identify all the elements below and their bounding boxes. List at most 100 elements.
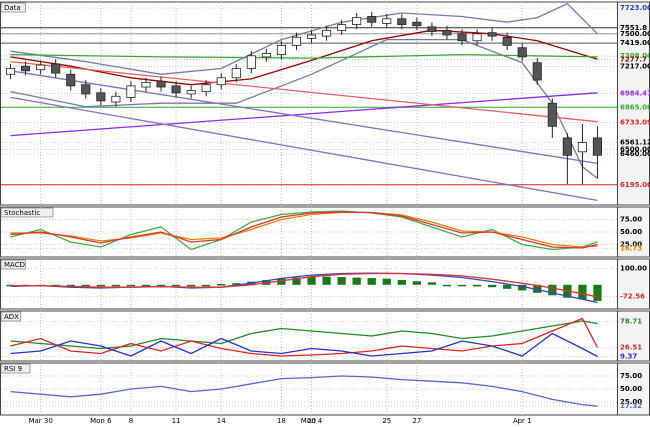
panel-frame: [0, 362, 618, 416]
candle-body: [186, 90, 196, 95]
x-tick-label: 11: [172, 417, 181, 425]
series-line: [10, 96, 598, 202]
panel-title: MACD: [4, 261, 25, 269]
candle-body: [111, 95, 121, 103]
y-tick-label: 50.00: [620, 228, 642, 236]
histogram-bar: [578, 284, 587, 300]
panel-title-box: [0, 259, 26, 270]
x-tick-label: Mon 6: [90, 417, 112, 425]
candle-body: [261, 53, 271, 58]
y-tick-label: 9.37: [620, 352, 637, 360]
series-line: [10, 375, 598, 407]
series-line: [10, 92, 598, 137]
series-line: [10, 211, 598, 248]
candle-body: [36, 64, 46, 71]
y-tick-label: 17.32: [620, 402, 642, 410]
series-line: [10, 320, 598, 350]
y-tick-label: 7217.00: [620, 63, 650, 71]
histogram-bar: [202, 284, 211, 287]
histogram-bar: [186, 284, 196, 287]
histogram-bar: [412, 281, 422, 285]
y-tick-label: 7308.00: [620, 52, 650, 60]
y-tick-label: 7500.00: [620, 30, 650, 38]
histogram-bar: [548, 284, 557, 296]
y-tick-label: 6733.09: [620, 119, 650, 127]
histogram-bar: [487, 284, 497, 288]
histogram-bar: [292, 277, 301, 285]
histogram-bar: [382, 278, 391, 285]
panel-frame: [0, 1, 618, 206]
histogram-bar: [217, 284, 226, 286]
y-tick-label: 7419.00: [620, 39, 650, 47]
x-tick-label: 20: [307, 417, 316, 425]
series-line: [10, 332, 598, 358]
candle-body: [487, 32, 497, 37]
histogram-bar: [141, 284, 151, 287]
candle-body: [51, 63, 61, 74]
x-tick-label: 18: [277, 417, 286, 425]
candle-body: [276, 44, 286, 56]
candle-body: [442, 29, 452, 36]
candle-body: [577, 142, 587, 153]
y-tick-label: 6460.00: [620, 150, 650, 158]
axis-strip: [617, 206, 650, 258]
panel-title: Data: [4, 4, 21, 12]
candle-body: [156, 80, 166, 88]
histogram-bar: [533, 284, 542, 293]
y-tick-label: 26.51: [620, 344, 642, 352]
histogram-bar: [156, 284, 166, 287]
panel-title-box: [0, 311, 22, 322]
histogram-bar: [232, 283, 241, 285]
panel-title-box: [0, 2, 26, 13]
candle-body: [126, 85, 136, 98]
candle-body: [397, 18, 407, 25]
series-line: [10, 317, 599, 357]
candle-body: [382, 18, 392, 24]
axis-strip: [617, 1, 650, 206]
histogram-bar: [322, 276, 331, 285]
histogram-bar: [66, 284, 75, 287]
panel-title-box: [0, 207, 54, 218]
candle-body: [502, 36, 512, 46]
histogram-bar: [96, 284, 105, 287]
candle-body: [592, 137, 603, 156]
y-tick-label: 7551.8: [620, 24, 647, 32]
histogram-bar: [307, 276, 316, 285]
y-tick-label: 75.00: [620, 216, 642, 224]
panel-title: Stochastic: [4, 209, 40, 217]
candle-body: [201, 84, 211, 93]
candle-body: [322, 29, 332, 37]
series-line: [10, 53, 598, 59]
histogram-bar: [81, 284, 90, 287]
y-tick-label: 75.00: [620, 372, 642, 380]
y-tick-label: 25.00: [620, 398, 642, 406]
x-tick-label: 14: [217, 417, 226, 425]
y-tick-label: 16.73: [620, 245, 642, 253]
candle-body: [412, 21, 422, 27]
candle-body: [457, 33, 467, 42]
candle-body: [141, 81, 151, 88]
histogram-bar: [337, 277, 346, 285]
histogram-bar: [277, 278, 286, 285]
x-tick-label: 27: [412, 417, 421, 425]
candle-body: [216, 77, 226, 86]
x-tick-label: Apr 1: [513, 417, 532, 425]
candle-body: [306, 34, 317, 39]
candle-body: [5, 68, 16, 75]
series-line: [10, 38, 598, 179]
histogram-bar: [126, 284, 136, 287]
series-line: [10, 60, 598, 123]
y-tick-label: 25.00: [620, 241, 642, 249]
histogram-bar: [442, 284, 452, 287]
histogram-bar: [593, 284, 602, 301]
y-tick-label: 100.00: [620, 265, 647, 273]
histogram-bar: [171, 284, 181, 287]
candle-body: [231, 68, 241, 79]
y-tick-label: -72.56: [620, 293, 645, 301]
panel-title: RSI 9: [4, 365, 22, 373]
histogram-bar: [352, 277, 361, 285]
series-line: [10, 29, 598, 86]
candle-body: [291, 36, 302, 46]
x-tick-label: 8: [129, 417, 133, 425]
y-tick-label: 6195.00: [620, 181, 650, 189]
